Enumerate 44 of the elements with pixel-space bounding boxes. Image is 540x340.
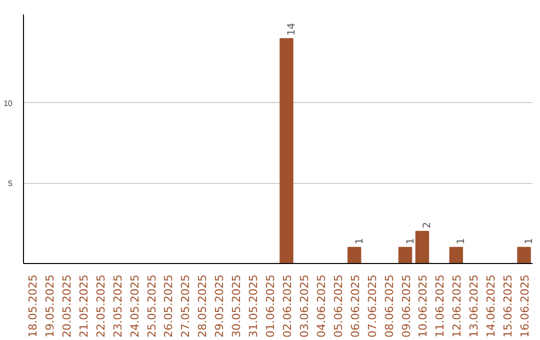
x-tick-label: 31.05.2025 [247,274,260,338]
x-tick-label: 24.05.2025 [128,274,142,338]
x-tick-label: 10.06.2025 [416,274,430,338]
data-label: 1 [456,238,468,244]
x-tick-label: 12.06.2025 [450,274,464,338]
x-tick-label: 14.06.2025 [484,274,498,338]
bar [415,230,430,264]
bar [347,246,362,264]
x-tick-label: 25.05.2025 [145,274,158,338]
data-label: 2 [422,222,434,228]
x-tick-label: 22.05.2025 [94,274,108,338]
bar [449,246,464,264]
x-tick-label: 18.05.2025 [26,274,40,338]
data-label: 1 [354,238,366,244]
x-tick-label: 30.05.2025 [230,274,244,338]
x-tick-label: 29.05.2025 [213,274,226,338]
bar [398,246,412,264]
data-label: 14 [286,22,298,36]
x-tick-label: 19.05.2025 [43,274,56,338]
x-tick-label: 15.06.2025 [502,274,515,338]
x-tick-label: 02.06.2025 [280,274,294,338]
x-tick-label: 05.06.2025 [332,274,345,338]
x-tick-label: 28.05.2025 [196,274,210,338]
x-tick-label: 16.06.2025 [518,274,532,338]
bar [517,246,531,264]
y-tick-label: 5 [8,179,14,188]
x-tick-label: 21.05.2025 [77,274,90,338]
x-tick-label: 04.06.2025 [314,274,328,338]
x-tick-label: 07.06.2025 [366,274,379,338]
y-tick-label: 10 [4,98,14,108]
x-tick-label: 11.06.2025 [434,274,447,338]
x-tick-label: 20.05.2025 [60,274,74,338]
data-label: 1 [524,238,536,244]
x-tick-label: 23.05.2025 [111,274,124,338]
x-tick-label: 26.05.2025 [162,274,176,338]
x-tick-label: 08.06.2025 [382,274,396,338]
bar [280,38,294,264]
x-tick-label: 09.06.2025 [400,274,413,338]
data-label: 1 [405,238,416,244]
x-tick-label: 27.05.2025 [179,274,192,338]
x-tick-label: 13.06.2025 [468,274,481,338]
x-tick-label: 06.06.2025 [348,274,362,338]
x-tick-label: 01.06.2025 [264,274,278,338]
x-tick-label: 03.06.2025 [298,274,311,338]
